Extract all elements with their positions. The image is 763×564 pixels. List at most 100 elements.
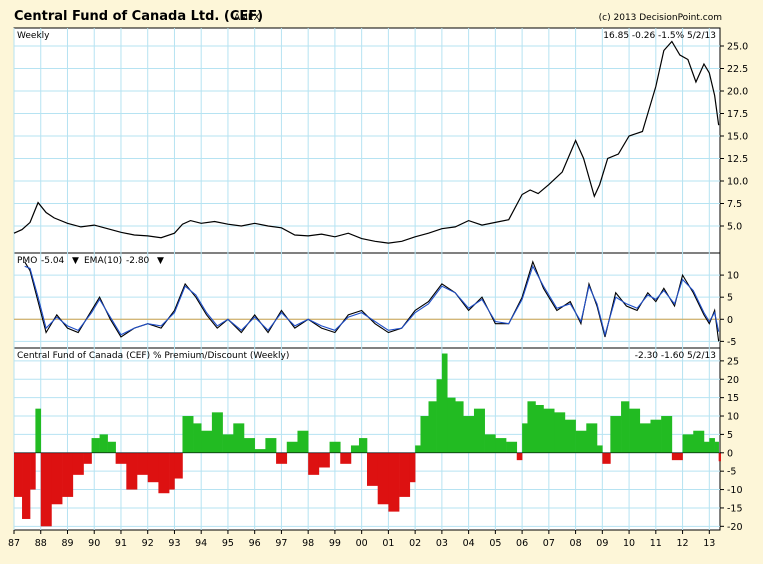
premium-bar — [543, 408, 555, 453]
x-tick-label: 94 — [195, 538, 207, 549]
exchange-label: AMEX — [234, 13, 260, 23]
premium-bar — [169, 452, 175, 490]
x-tick-label: 93 — [168, 538, 180, 549]
premium-bar — [436, 379, 443, 453]
x-tick-label: 95 — [222, 538, 234, 549]
premium-bar — [115, 452, 127, 464]
premium-bar — [596, 445, 603, 453]
premium-bar — [554, 412, 566, 453]
premium-bar — [367, 452, 378, 486]
x-tick-label: 87 — [8, 538, 20, 549]
x-tick-label: 10 — [623, 538, 635, 549]
premium-bar — [107, 441, 116, 453]
premium-bar — [420, 416, 429, 453]
y-tick-label: 20.0 — [727, 87, 748, 98]
premium-bar — [661, 416, 673, 453]
x-tick-label: 08 — [570, 538, 582, 549]
premium-bar — [718, 452, 721, 462]
premium-bar — [535, 404, 544, 453]
premium-bar — [703, 441, 710, 453]
premium-bar — [428, 401, 437, 453]
premium-bar — [211, 412, 223, 453]
pmo-down-arrow-icon: ▼ — [72, 256, 79, 266]
price-panel — [13, 27, 721, 254]
premium-bar — [714, 441, 719, 453]
premium-bar — [709, 438, 715, 453]
y-tick-label: 15.0 — [727, 132, 748, 143]
y-tick-label: 17.5 — [727, 109, 748, 120]
x-tick-label: 92 — [142, 538, 154, 549]
premium-bar — [99, 434, 108, 453]
x-tick-label: 96 — [249, 538, 261, 549]
x-tick-label: 00 — [356, 538, 368, 549]
price-panel-label: Weekly — [17, 31, 50, 41]
premium-bar — [72, 452, 84, 475]
premium-bar — [276, 452, 288, 464]
chart-title: Central Fund of Canada Ltd. (CEF) — [14, 9, 263, 24]
premium-bar — [586, 423, 598, 453]
premium-bar — [174, 452, 183, 479]
y-tick-label: -15 — [727, 503, 743, 514]
y-tick-label: -20 — [727, 522, 743, 533]
premium-bar — [484, 434, 496, 453]
premium-bar — [147, 452, 159, 483]
premium-bar — [329, 441, 341, 453]
pmo-label: PMO — [17, 256, 37, 266]
premium-bar — [671, 452, 683, 461]
premium-bar — [441, 353, 448, 453]
premium-bar — [527, 401, 536, 453]
premium-bar — [447, 397, 456, 453]
premium-bar — [495, 438, 507, 453]
premium-bar — [40, 452, 52, 527]
premium-bar — [463, 416, 475, 453]
x-tick-label: 01 — [382, 538, 394, 549]
x-tick-label: 88 — [35, 538, 47, 549]
ema-down-arrow-icon: ▼ — [157, 256, 164, 266]
premium-bar — [409, 452, 416, 483]
ema-line — [24, 264, 720, 337]
premium-bar — [602, 452, 611, 464]
premium-bar — [126, 452, 138, 490]
premium-bar — [415, 445, 421, 453]
x-tick-label: 06 — [516, 538, 528, 549]
premium-bar — [254, 449, 266, 453]
premium-panel-label: Central Fund of Canada (CEF) % Premium/D… — [17, 351, 289, 361]
y-tick-label: 25 — [727, 356, 739, 367]
premium-bar — [182, 416, 194, 453]
premium-bar — [158, 452, 170, 494]
ema-label: EMA(10) — [84, 256, 122, 266]
premium-bar — [564, 419, 576, 453]
premium-bar — [506, 441, 518, 453]
premium-bar — [350, 445, 360, 453]
y-tick-label: 10 — [727, 412, 739, 423]
premium-bar — [22, 452, 31, 519]
premium-bar — [340, 452, 352, 464]
premium-bar — [639, 423, 651, 453]
x-tick-label: 02 — [409, 538, 421, 549]
y-tick-label: 5.0 — [727, 222, 742, 233]
premium-bar — [575, 430, 587, 453]
x-tick-label: 04 — [463, 538, 475, 549]
y-tick-label: 20 — [727, 375, 739, 386]
y-tick-label: 10 — [727, 271, 739, 282]
premium-bar — [682, 434, 694, 453]
pmo-line — [24, 260, 720, 342]
premium-readout: -2.30 -1.60 5/2/13 — [635, 351, 716, 361]
premium-bar — [201, 430, 213, 453]
y-tick-label: 22.5 — [727, 64, 748, 75]
premium-bar — [610, 416, 622, 453]
premium-bar — [297, 430, 309, 453]
premium-bar — [473, 408, 485, 453]
premium-bar — [388, 452, 400, 512]
x-tick-label: 13 — [703, 538, 715, 549]
y-tick-label: 10.0 — [727, 177, 748, 188]
x-tick-label: 12 — [677, 538, 689, 549]
pmo-layer — [14, 260, 720, 342]
premium-bar — [286, 441, 298, 453]
price-readout: 16.85 -0.26 -1.5% 5/2/13 — [603, 31, 716, 41]
y-tick-label: 12.5 — [727, 154, 748, 165]
premium-bar — [308, 452, 320, 475]
x-tick-label: 98 — [302, 538, 314, 549]
x-tick-label: 89 — [61, 538, 73, 549]
premium-bar — [35, 408, 42, 453]
